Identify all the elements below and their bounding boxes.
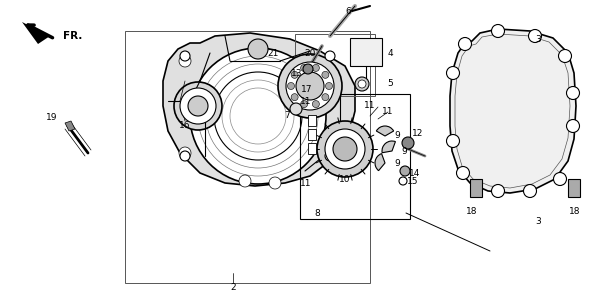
Circle shape <box>358 80 366 88</box>
Circle shape <box>529 29 542 42</box>
Circle shape <box>400 166 410 176</box>
Text: 21: 21 <box>267 48 278 57</box>
Circle shape <box>290 103 302 115</box>
Circle shape <box>566 86 579 100</box>
Circle shape <box>402 137 414 149</box>
Polygon shape <box>450 29 576 193</box>
FancyArrowPatch shape <box>28 25 53 38</box>
Circle shape <box>312 64 319 71</box>
Circle shape <box>333 137 357 161</box>
Circle shape <box>180 51 190 61</box>
Circle shape <box>190 48 326 184</box>
Circle shape <box>566 119 579 132</box>
Circle shape <box>286 62 334 110</box>
Circle shape <box>291 71 298 78</box>
Text: 8: 8 <box>314 209 320 218</box>
Text: 5: 5 <box>387 79 393 88</box>
Circle shape <box>399 177 407 185</box>
Text: 9: 9 <box>394 159 400 167</box>
Text: 14: 14 <box>409 169 421 178</box>
Circle shape <box>322 71 329 78</box>
Circle shape <box>553 172 566 185</box>
Circle shape <box>287 82 294 89</box>
Wedge shape <box>375 154 385 171</box>
Circle shape <box>188 96 208 116</box>
Text: 3: 3 <box>535 35 541 44</box>
Bar <box>568 179 580 197</box>
Circle shape <box>239 175 251 187</box>
Circle shape <box>301 64 307 71</box>
Circle shape <box>325 129 365 169</box>
Text: 9: 9 <box>394 132 400 141</box>
Circle shape <box>174 82 222 130</box>
Circle shape <box>180 88 216 124</box>
Circle shape <box>301 101 307 107</box>
Bar <box>308 115 316 126</box>
Bar <box>350 38 382 66</box>
Text: 7: 7 <box>284 111 290 120</box>
Text: 18: 18 <box>466 206 478 216</box>
Text: 15: 15 <box>407 176 419 185</box>
Circle shape <box>491 185 504 197</box>
Text: 12: 12 <box>412 129 424 138</box>
Text: 11: 11 <box>300 179 312 188</box>
Text: 17: 17 <box>301 85 313 94</box>
Text: 11: 11 <box>382 107 394 116</box>
Text: 13: 13 <box>290 69 302 77</box>
Circle shape <box>491 24 504 38</box>
Bar <box>295 34 375 96</box>
Bar <box>300 94 410 219</box>
Circle shape <box>322 94 329 101</box>
Circle shape <box>278 54 342 118</box>
Text: 11: 11 <box>300 97 312 105</box>
Circle shape <box>447 67 460 79</box>
Polygon shape <box>22 22 50 44</box>
Polygon shape <box>163 33 355 186</box>
Circle shape <box>523 185 536 197</box>
Text: 18: 18 <box>569 206 581 216</box>
Text: 9: 9 <box>401 147 407 156</box>
Text: 11: 11 <box>364 101 376 110</box>
Circle shape <box>312 101 319 107</box>
Wedge shape <box>382 141 395 153</box>
Text: 3: 3 <box>535 216 541 225</box>
Bar <box>470 179 482 197</box>
Text: 4: 4 <box>387 49 393 58</box>
Circle shape <box>324 65 336 77</box>
Text: 2: 2 <box>230 284 236 293</box>
Bar <box>308 143 316 154</box>
Text: FR.: FR. <box>63 31 83 41</box>
Circle shape <box>325 51 335 61</box>
Text: 19: 19 <box>46 113 58 123</box>
Circle shape <box>248 39 268 59</box>
Text: 16: 16 <box>179 122 191 131</box>
Circle shape <box>457 166 470 179</box>
Circle shape <box>559 49 572 63</box>
Text: 6: 6 <box>345 7 350 15</box>
Circle shape <box>355 77 369 91</box>
Circle shape <box>179 147 191 159</box>
Polygon shape <box>65 121 75 131</box>
Bar <box>308 129 316 140</box>
Circle shape <box>324 147 336 159</box>
Circle shape <box>303 64 313 74</box>
Circle shape <box>326 82 333 89</box>
Bar <box>125 31 370 283</box>
Circle shape <box>325 151 335 161</box>
Wedge shape <box>376 126 394 136</box>
Text: 20: 20 <box>304 48 316 57</box>
Text: 10: 10 <box>339 175 350 184</box>
Circle shape <box>179 55 191 67</box>
Circle shape <box>180 151 190 161</box>
Circle shape <box>447 135 460 147</box>
Circle shape <box>458 38 471 51</box>
Circle shape <box>317 121 373 177</box>
Circle shape <box>269 177 281 189</box>
Circle shape <box>291 94 298 101</box>
Circle shape <box>296 72 324 100</box>
